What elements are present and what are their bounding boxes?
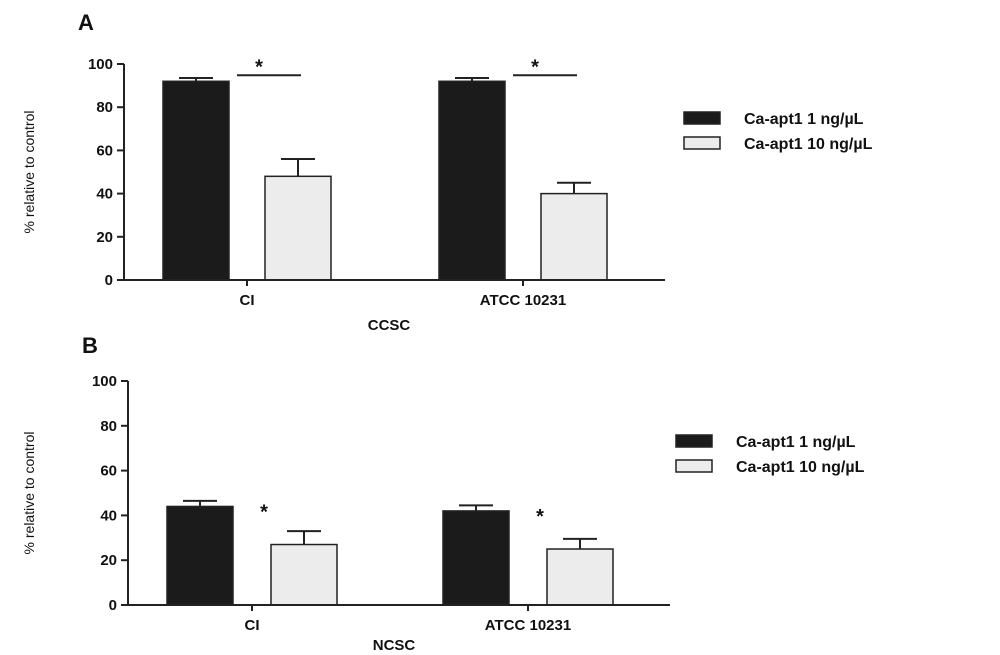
panel-a-y-tick-label: 40 (96, 186, 113, 203)
panel-a-y-tick-label: 80 (96, 99, 113, 116)
panel-b-significance-star: * (260, 501, 268, 523)
panel-b-legend-swatch-1 (675, 434, 713, 448)
panel-a-y-tick-label: 0 (105, 272, 113, 289)
panel-b-legend-label-1: Ca-apt1 1 ng/µL (736, 434, 856, 451)
panel-b-bar-2-2 (546, 548, 614, 606)
panel-b-y-tick-label: 100 (92, 373, 117, 390)
panel-b-category-label: ATCC 10231 (485, 617, 571, 634)
panel-a-bar-2-1 (264, 175, 332, 281)
panel-a-bar-1-1 (162, 80, 230, 281)
panel-a-y-axis-label: % relative to control (21, 111, 37, 234)
panel-b-legend-label-2: Ca-apt1 10 ng/µL (736, 459, 865, 476)
panel-a-legend-label-2: Ca-apt1 10 ng/µL (744, 136, 873, 153)
panel-a-legend-swatch-1 (683, 111, 721, 125)
panel-a-x-axis-label: CCSC (368, 317, 411, 334)
panel-a-bar-1-2 (438, 80, 506, 281)
panel-b-y-tick-label: 60 (100, 463, 117, 480)
panel-a-letter: A (78, 10, 94, 35)
panel-b-y-tick-label: 80 (100, 418, 117, 435)
panel-b-letter: B (82, 333, 98, 358)
panel-b-y-tick-label: 0 (109, 597, 117, 614)
panel-b-bar-2-1 (270, 543, 338, 606)
panel-a-legend-label-1: Ca-apt1 1 ng/µL (744, 111, 864, 128)
panel-a-bar-2-2 (540, 192, 608, 281)
panel-a-category-label: CI (240, 292, 255, 309)
panel-a-significance-star: * (531, 56, 539, 78)
panel-b-bar-1-1 (166, 505, 234, 606)
panel-b-bar-1-2 (442, 510, 510, 606)
panel-a-y-tick-label: 100 (88, 56, 113, 73)
panel-a-significance-star: * (255, 56, 263, 78)
panel-b-y-tick-label: 40 (100, 507, 117, 524)
panel-a-category-label: ATCC 10231 (480, 292, 566, 309)
panel-b-y-axis-label: % relative to control (21, 432, 37, 555)
panel-a-y-tick-label: 20 (96, 229, 113, 246)
panel-b-y-tick-label: 20 (100, 552, 117, 569)
panel-b-legend-swatch-2 (675, 459, 713, 473)
panel-a-legend-swatch-2 (683, 136, 721, 150)
panel-b-x-axis-label: NCSC (373, 637, 416, 654)
panel-b-category-label: CI (245, 617, 260, 634)
panel-b-significance-star: * (536, 506, 544, 528)
panel-a-y-tick-label: 60 (96, 142, 113, 159)
